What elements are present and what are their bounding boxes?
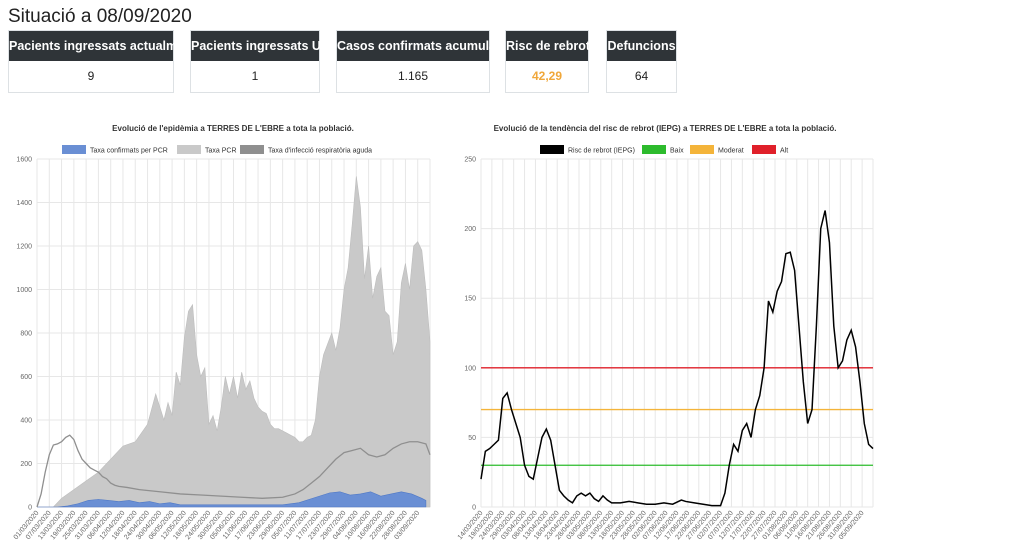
y-tick-label: 1200 <box>16 244 32 251</box>
kpi-card-uci: Pacients ingressats UCI 1 <box>190 30 333 93</box>
y-tick-label: 800 <box>20 331 32 338</box>
series-taxa-iras <box>36 434 431 508</box>
y-tick-label: 250 <box>464 157 476 164</box>
y-tick-label: 0 <box>472 505 476 512</box>
legend-swatch <box>240 145 264 154</box>
legend-swatch <box>642 145 666 154</box>
legend-label: Taxa confirmats per PCR <box>90 148 168 155</box>
kpi-card-pacients-ingressats: Pacients ingressats actualment 9 <box>8 30 196 93</box>
kpi-value: 1 <box>251 69 259 83</box>
kpi-label: Pacients ingressats UCI <box>191 31 333 61</box>
y-tick-label: 400 <box>20 418 32 425</box>
legend-swatch <box>177 145 201 154</box>
y-tick-label: 200 <box>464 226 476 233</box>
chart1-title: Evolució de l'epidèmia a TERRES DE L'EBR… <box>112 124 354 133</box>
kpi-value: 1.165 <box>397 69 429 83</box>
legend-label: Taxa d'infecció respiratòria aguda <box>268 148 372 155</box>
y-tick-label: 200 <box>20 461 32 468</box>
kpi-label: Casos confirmats acumulats <box>337 31 507 61</box>
y-tick-label: 1000 <box>16 287 32 294</box>
y-tick-label: 150 <box>464 296 476 303</box>
legend-label: Baix <box>670 148 684 155</box>
kpi-value: 9 <box>87 69 95 83</box>
kpi-card-risc-rebrot: Risc de rebrot 42,29 <box>505 30 590 93</box>
legend-label: Moderat <box>718 148 744 155</box>
y-tick-label: 1600 <box>16 157 32 164</box>
legend-label: Taxa PCR <box>205 148 237 155</box>
kpi-value: 42,29 <box>531 69 563 83</box>
y-tick-label: 50 <box>468 435 476 442</box>
kpi-value: 64 <box>634 69 649 83</box>
page-title: Situació a 08/09/2020 <box>8 6 192 27</box>
y-tick-label: 0 <box>28 505 32 512</box>
kpi-card-casos-confirmats: Casos confirmats acumulats 1.165 <box>336 30 507 93</box>
y-tick-label: 100 <box>464 365 476 372</box>
legend-swatch <box>752 145 776 154</box>
kpi-card-defuncions: Defuncions 64 <box>606 30 677 93</box>
legend-swatch <box>540 145 564 154</box>
legend-label: Alt <box>780 148 788 155</box>
legend-label: Risc de rebrot (IEPG) <box>568 148 635 155</box>
kpi-label: Defuncions <box>607 31 676 61</box>
y-tick-label: 600 <box>20 374 32 381</box>
chart2-title: Evolució de la tendència del risc de reb… <box>494 124 837 133</box>
series-taxa-confirmats <box>37 491 427 508</box>
legend-swatch <box>62 145 86 154</box>
legend-swatch <box>690 145 714 154</box>
series-taxa-pcr <box>37 176 431 508</box>
y-tick-label: 1400 <box>16 200 32 207</box>
kpi-label: Pacients ingressats actualment <box>9 31 196 61</box>
series-risc-rebrot <box>480 210 874 507</box>
kpi-label: Risc de rebrot <box>506 31 590 61</box>
